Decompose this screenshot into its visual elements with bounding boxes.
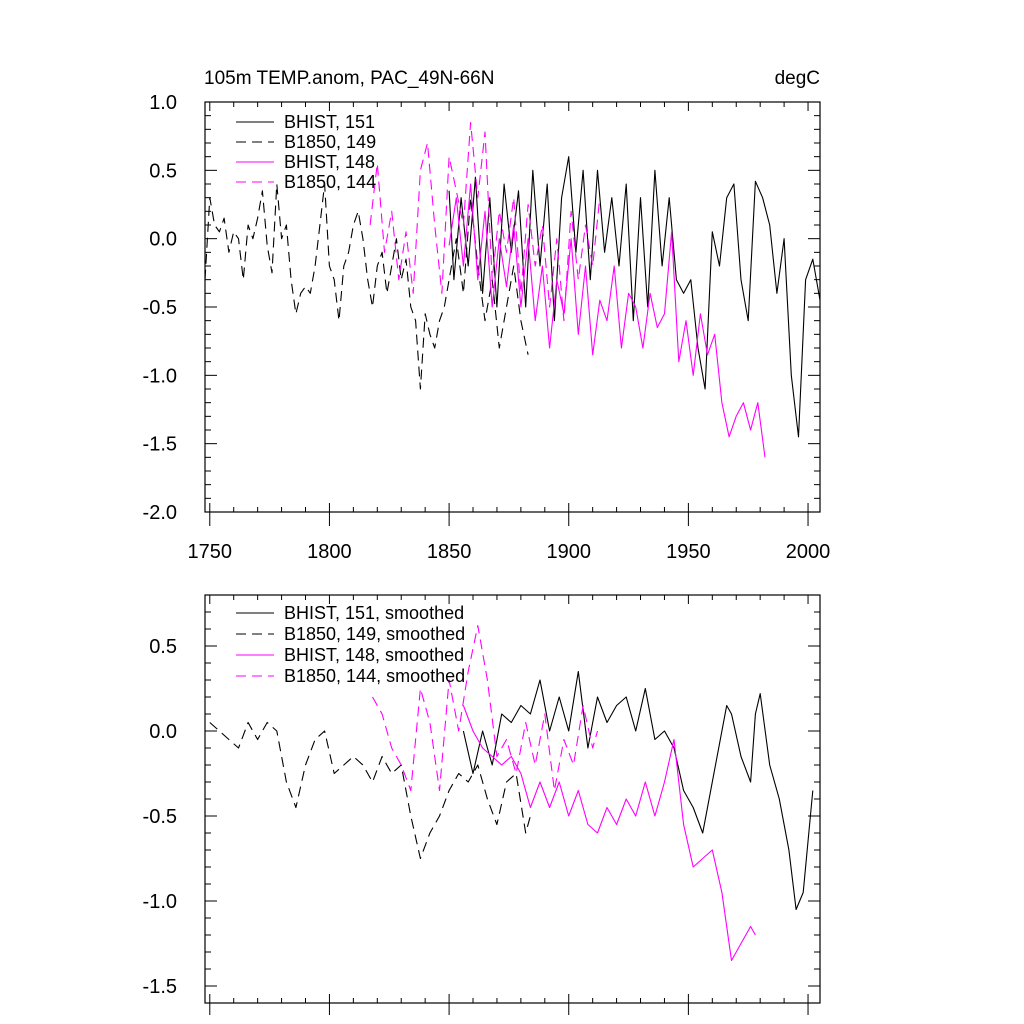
y-tick-label: -0.5 xyxy=(143,297,177,319)
x-tick-label: 1900 xyxy=(546,541,591,563)
series-line-b1850-144 xyxy=(369,121,601,322)
top-legend: BHIST, 151 B1850, 149 BHIST, 148 B1850, … xyxy=(236,112,376,192)
y-tick-label: -1.0 xyxy=(143,891,177,913)
y-tick-label: -0.5 xyxy=(143,806,177,828)
x-tick-label: 2000 xyxy=(786,541,831,563)
series-line-b1850-144-smoothed xyxy=(372,625,599,792)
bottom-panel: -1.5 -1.0 -0.5 0.0 0.5 BHIST, 151, smoothed … xyxy=(143,594,821,1015)
y-tick-label: -2.0 xyxy=(143,502,177,524)
y-tick-label: 1.0 xyxy=(149,92,177,114)
legend-label-bhist-148-smoothed: BHIST, 148, smoothed xyxy=(284,645,464,665)
legend-label-b1850-144: B1850, 144 xyxy=(284,172,376,192)
bottom-legend: BHIST, 151, smoothed B1850, 149, smoothe… xyxy=(236,603,465,686)
x-tick-label: 1950 xyxy=(666,541,711,563)
legend-label-b1850-149-smoothed: B1850, 149, smoothed xyxy=(284,624,465,644)
top-chart-units: degC xyxy=(775,68,820,89)
bottom-series-group xyxy=(209,625,814,962)
series-line-bhist-151-smoothed xyxy=(462,670,814,911)
y-tick-label: -1.5 xyxy=(143,976,177,998)
bottom-axis-ticks: -1.5 -1.0 -0.5 0.0 0.5 xyxy=(143,594,820,1015)
legend-label-b1850-144-smoothed: B1850, 144, smoothed xyxy=(284,666,465,686)
y-tick-label: 0.5 xyxy=(149,636,177,658)
series-line-b1850-149-smoothed xyxy=(209,721,531,860)
y-tick-label: 0.0 xyxy=(149,229,177,251)
top-panel: 105m TEMP.anom, PAC_49N-66N degC 1750 180… xyxy=(143,68,831,563)
series-line-bhist-151 xyxy=(448,156,821,438)
x-tick-label: 1750 xyxy=(188,541,233,563)
legend-label-bhist-151: BHIST, 151 xyxy=(284,112,375,132)
top-series-group xyxy=(204,121,821,458)
series-line-b1850-149 xyxy=(204,183,529,390)
series-line-bhist-148-smoothed xyxy=(462,705,756,962)
series-line-bhist-148 xyxy=(448,183,766,458)
y-tick-label: -1.5 xyxy=(143,434,177,456)
y-tick-label: 0.0 xyxy=(149,721,177,743)
y-tick-label: 0.5 xyxy=(149,160,177,182)
legend-label-bhist-148: BHIST, 148 xyxy=(284,152,375,172)
y-tick-label: -1.0 xyxy=(143,365,177,387)
legend-label-bhist-151-smoothed: BHIST, 151, smoothed xyxy=(284,603,464,623)
x-tick-label: 1850 xyxy=(427,541,472,563)
top-axis-ticks: 1750 1800 1850 1900 1950 2000 -2.0 -1.5 -1.0 -0.5… xyxy=(143,92,831,563)
top-chart-title: 105m TEMP.anom, PAC_49N-66N xyxy=(204,68,494,89)
x-tick-label: 1800 xyxy=(307,541,352,563)
legend-label-b1850-149: B1850, 149 xyxy=(284,132,376,152)
